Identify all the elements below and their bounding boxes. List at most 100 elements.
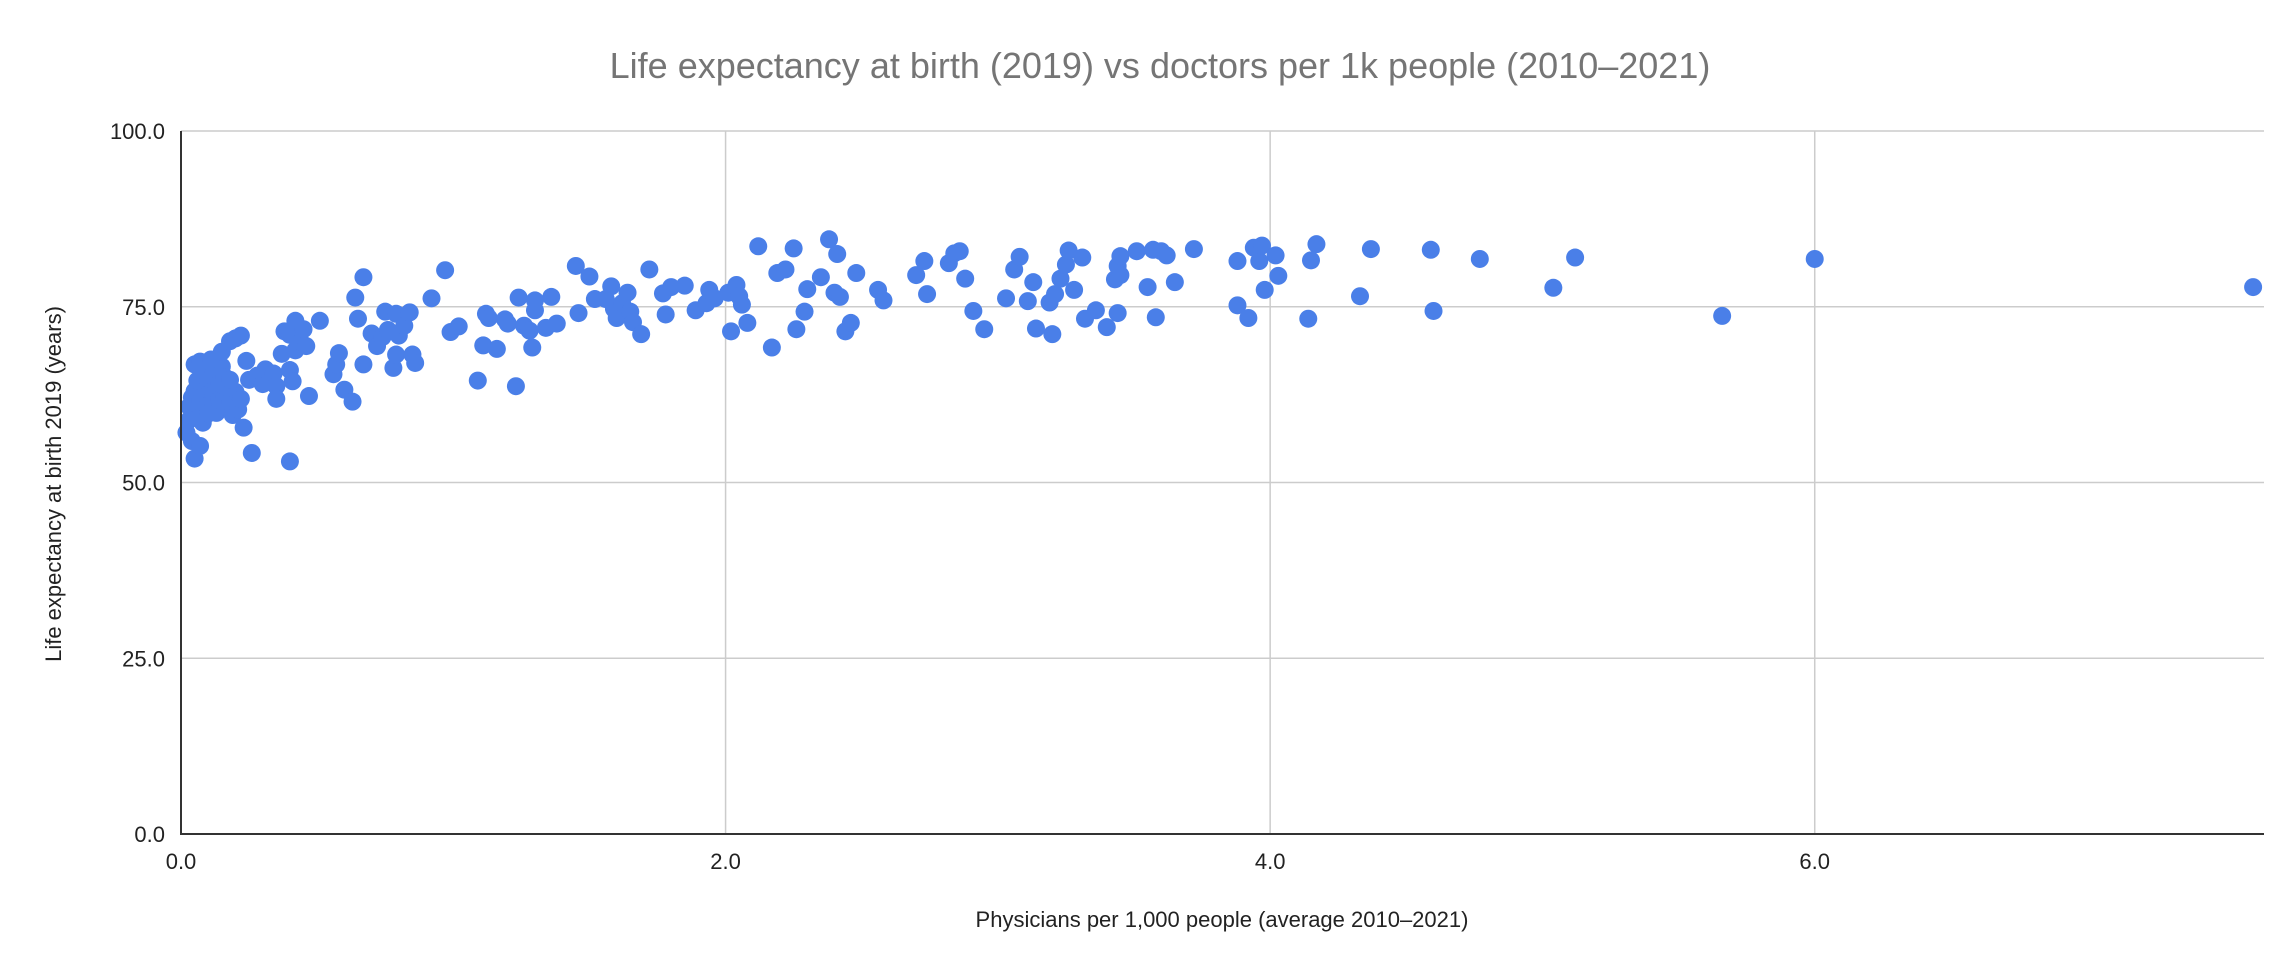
data-point (1228, 252, 1247, 271)
axes (180, 131, 2264, 835)
data-point (632, 325, 651, 344)
data-point (1566, 248, 1585, 267)
y-tick-label: 0.0 (134, 822, 165, 847)
data-point (1228, 296, 1247, 315)
data-point (997, 289, 1016, 308)
data-point (199, 404, 218, 423)
data-point (738, 313, 757, 332)
data-point (1544, 278, 1563, 297)
x-tick-label: 4.0 (1255, 849, 1286, 874)
data-point (1269, 266, 1288, 285)
y-axis-label: Life expectancy at birth 2019 (years) (41, 306, 66, 662)
data-point (1056, 255, 1075, 274)
data-point (542, 287, 561, 306)
data-point (234, 418, 253, 437)
data-point (474, 336, 493, 355)
gridlines (181, 130, 2264, 834)
data-point (310, 311, 329, 330)
data-point (1073, 248, 1092, 267)
data-point (1250, 252, 1269, 271)
data-point (1127, 242, 1146, 261)
data-point (1266, 246, 1285, 265)
data-point (656, 305, 675, 324)
data-point (762, 338, 781, 357)
data-point (346, 288, 365, 307)
data-point (828, 245, 847, 264)
data-point (384, 358, 403, 377)
data-point (231, 389, 250, 408)
data-point (498, 314, 517, 333)
data-point (907, 266, 926, 285)
data-point (874, 291, 893, 310)
data-point (237, 351, 256, 370)
x-tick-label: 6.0 (1799, 849, 1830, 874)
data-point (400, 303, 419, 322)
data-point (231, 326, 250, 345)
data-point (294, 320, 313, 339)
data-point (918, 285, 937, 304)
data-point (1108, 304, 1127, 323)
data-point (267, 377, 286, 396)
data-point (1713, 306, 1732, 325)
data-point (1307, 235, 1326, 254)
data-point (1138, 278, 1157, 297)
y-tick-label: 100.0 (110, 119, 165, 144)
data-point (1111, 266, 1130, 285)
data-point (1351, 287, 1370, 306)
data-point (1184, 240, 1203, 259)
data-point (566, 256, 585, 275)
data-point (2244, 278, 2263, 297)
data-point (283, 372, 302, 391)
data-point (479, 308, 498, 327)
data-point (468, 371, 487, 390)
data-point (602, 277, 621, 296)
data-point (449, 317, 468, 336)
data-point (1165, 273, 1184, 292)
data-point (1051, 269, 1070, 288)
data-point (348, 309, 367, 328)
data-point (950, 242, 969, 261)
data-point (280, 452, 299, 471)
data-point (329, 344, 348, 363)
data-point (1361, 240, 1380, 259)
x-tick-label: 0.0 (166, 849, 197, 874)
data-point (820, 230, 839, 249)
data-point (299, 387, 318, 406)
x-axis-label: Physicians per 1,000 people (average 201… (976, 907, 1469, 932)
data-point (569, 304, 588, 323)
data-point (509, 288, 528, 307)
data-point (1252, 236, 1271, 255)
data-point (1424, 301, 1443, 320)
data-point (221, 370, 240, 389)
data-point (1301, 251, 1320, 270)
data-point (1026, 319, 1045, 338)
chart-title: Life expectancy at birth (2019) vs docto… (610, 45, 1711, 86)
data-point (795, 302, 814, 321)
data-point (798, 280, 817, 299)
data-point (1043, 325, 1062, 344)
data-point (343, 392, 362, 411)
data-point (640, 260, 659, 279)
data-point (722, 322, 741, 341)
data-point (915, 252, 934, 271)
data-point (354, 355, 373, 374)
data-point (506, 377, 525, 396)
data-point (964, 301, 983, 320)
data-point (662, 278, 681, 297)
data-point (1299, 309, 1318, 328)
data-point (618, 283, 637, 302)
data-point (1239, 308, 1258, 327)
data-point (1024, 273, 1043, 292)
data-point (841, 313, 860, 332)
data-point (436, 261, 455, 280)
data-point (1097, 318, 1116, 337)
data-point (242, 443, 261, 462)
data-point (406, 353, 425, 372)
data-point (607, 308, 626, 327)
data-point (525, 301, 544, 320)
y-tick-label: 50.0 (122, 471, 165, 496)
data-point (1086, 301, 1105, 320)
y-tick-label: 25.0 (122, 646, 165, 671)
data-point (1059, 241, 1078, 260)
